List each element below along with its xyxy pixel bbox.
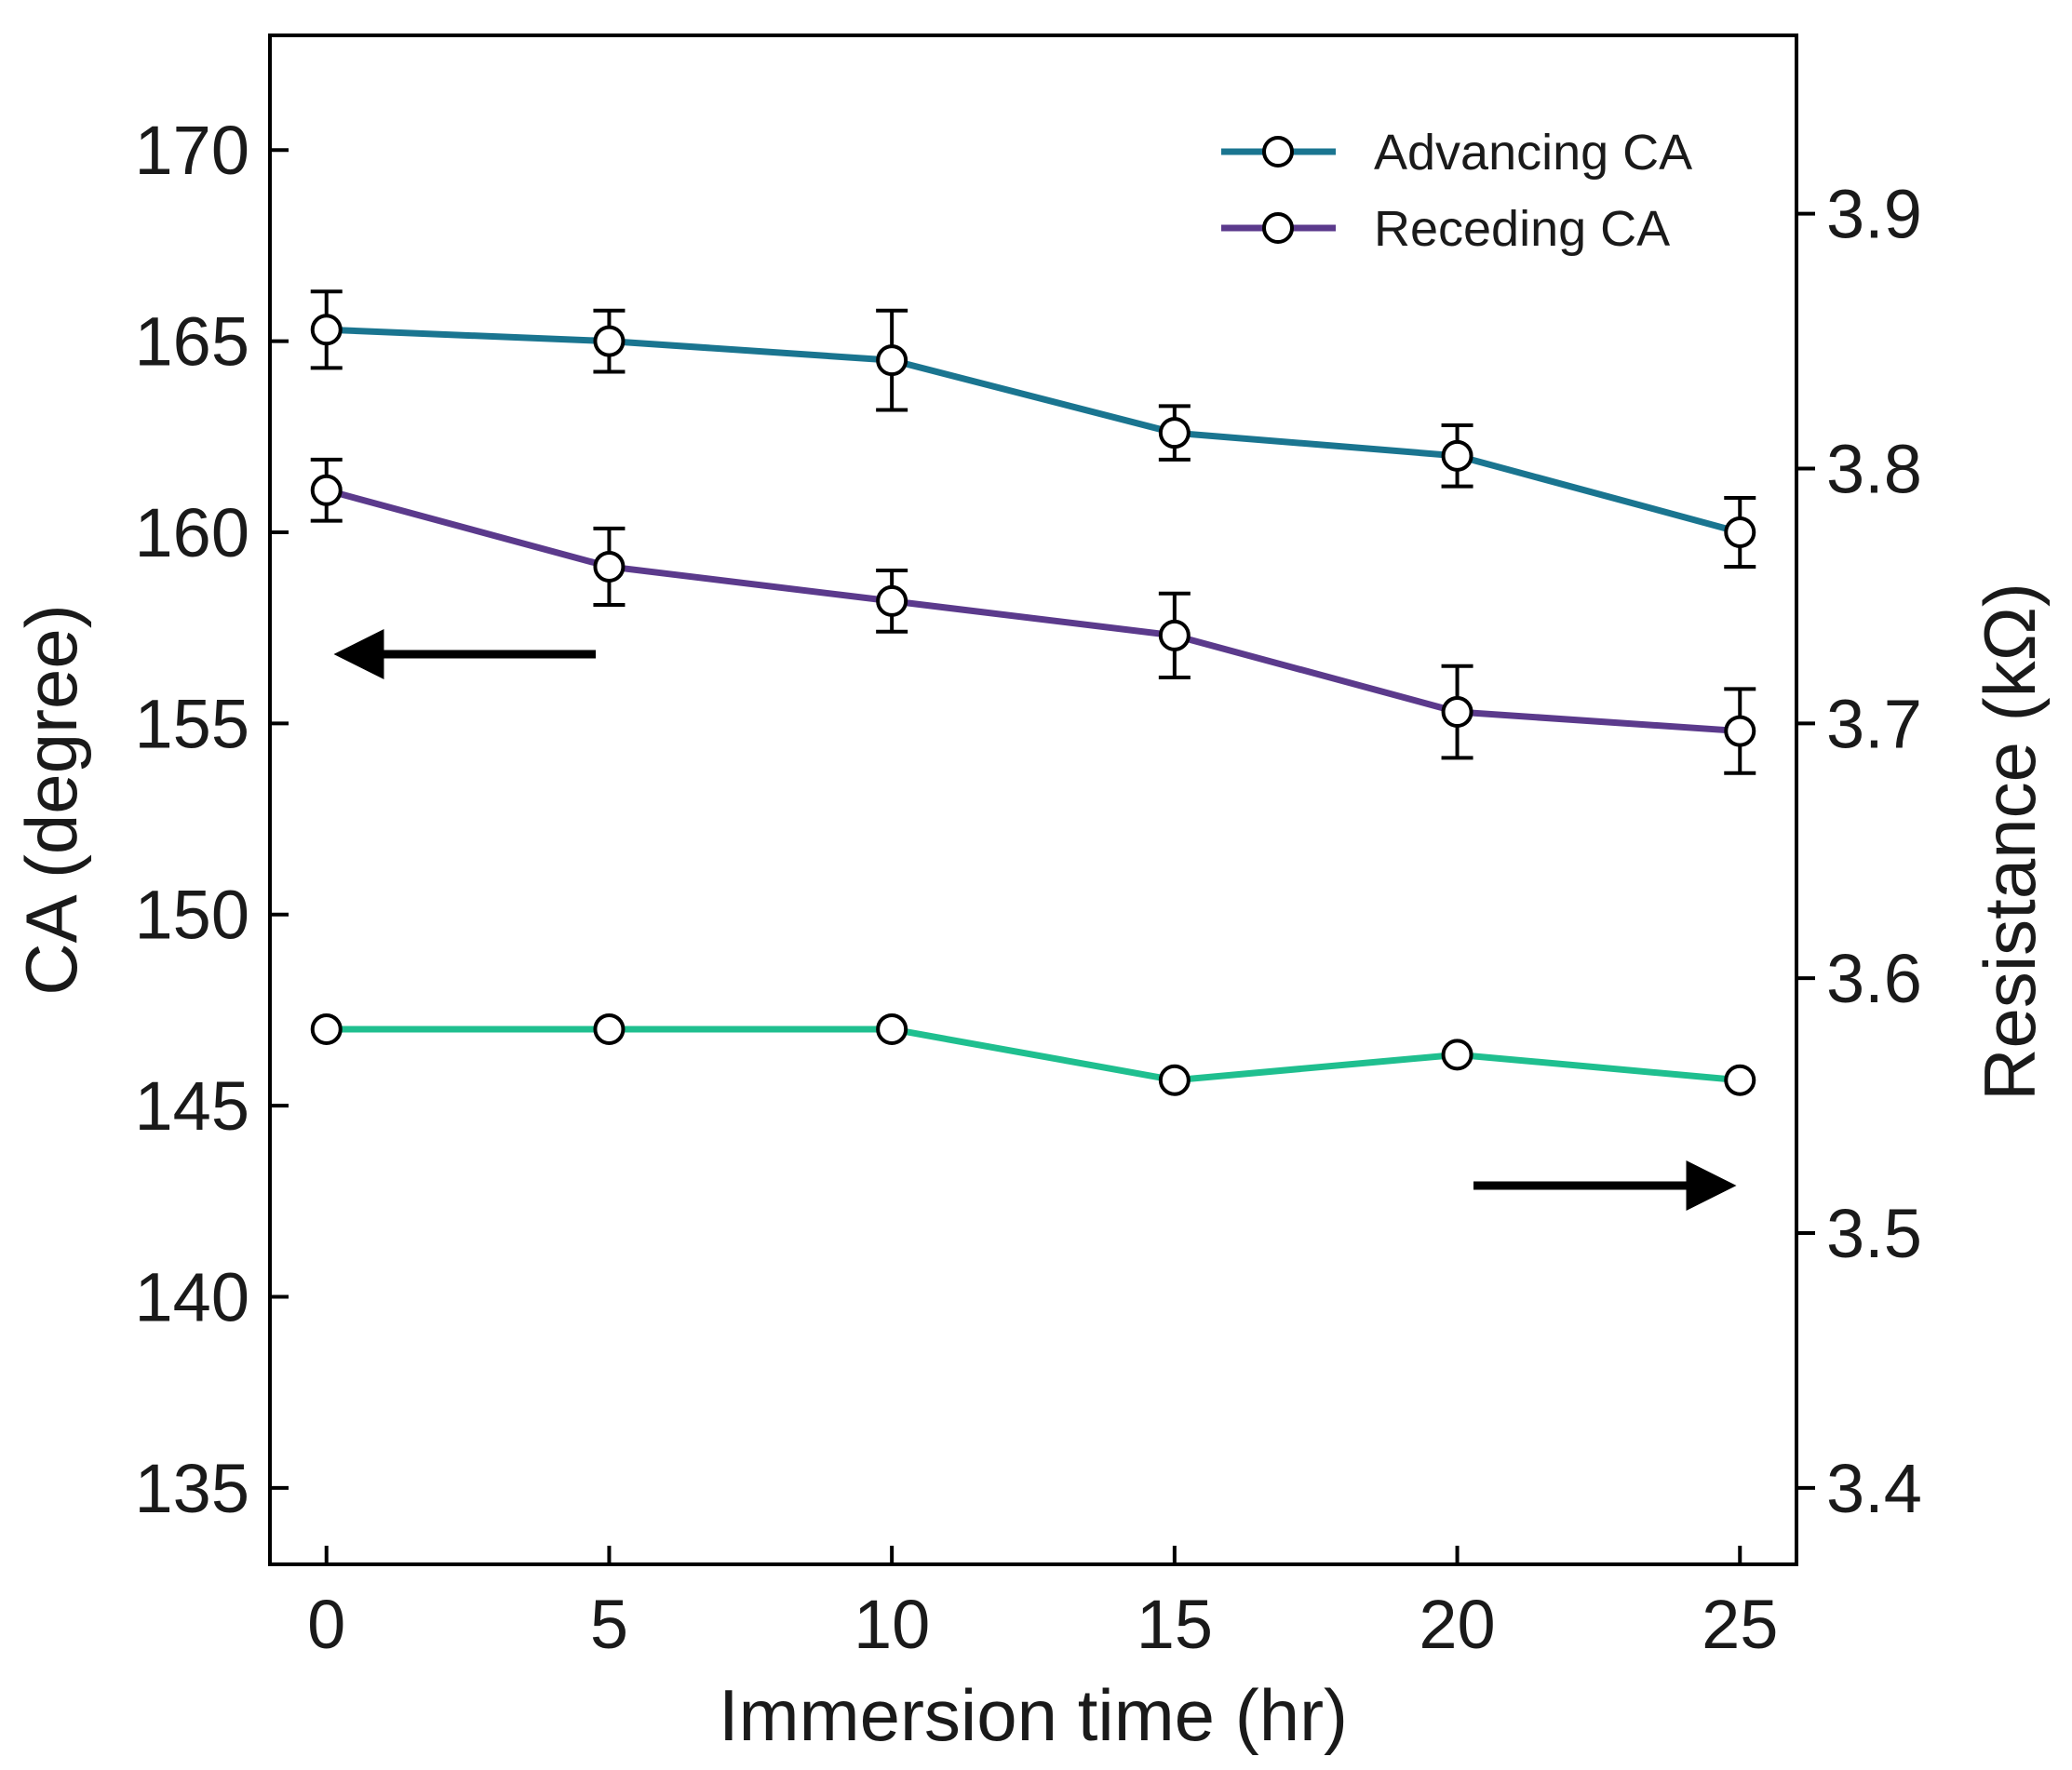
data-point bbox=[310, 1012, 343, 1045]
x-tick-label: 25 bbox=[1702, 1586, 1778, 1663]
x-tick-label: 10 bbox=[854, 1586, 930, 1663]
series-receding-ca bbox=[310, 457, 1756, 775]
x-tick-label: 15 bbox=[1137, 1586, 1213, 1663]
data-point bbox=[1158, 1064, 1191, 1096]
data-point bbox=[593, 1012, 626, 1045]
plot-area: 0 5 10 15 20 25 135 140 145 150 155 160 165 170 3.4 3.5… bbox=[135, 34, 1922, 1663]
y-axis-left-title: CA (degree) bbox=[10, 604, 92, 996]
legend-marker bbox=[1262, 136, 1294, 168]
x-tick-label: 0 bbox=[307, 1586, 345, 1663]
data-point bbox=[1441, 1039, 1473, 1071]
data-point bbox=[593, 325, 626, 357]
data-point bbox=[1441, 439, 1473, 472]
y-right-tick-label: 3.5 bbox=[1826, 1195, 1922, 1272]
y-left-tick-label: 165 bbox=[135, 303, 249, 381]
y-left-tick-label: 140 bbox=[135, 1258, 249, 1335]
data-point bbox=[310, 314, 343, 346]
series-line bbox=[326, 326, 1742, 536]
plot-frame bbox=[268, 34, 1798, 1566]
data-point bbox=[1158, 417, 1191, 449]
data-point bbox=[310, 474, 343, 506]
data-point bbox=[876, 1012, 908, 1045]
y-right-tick-label: 3.9 bbox=[1826, 176, 1922, 253]
y-left-tick-label: 170 bbox=[135, 112, 249, 189]
data-point bbox=[876, 584, 908, 617]
y-right-tick-label: 3.8 bbox=[1826, 431, 1922, 508]
legend-entry: Advancing CA bbox=[1221, 125, 1692, 181]
legend-label: Advancing CA bbox=[1374, 125, 1692, 181]
y-left-tick-label: 155 bbox=[135, 685, 249, 762]
data-point bbox=[1724, 516, 1756, 548]
x-tick-label: 5 bbox=[590, 1586, 628, 1663]
y-right-tick-label: 3.6 bbox=[1826, 940, 1922, 1017]
series-line bbox=[326, 1026, 1741, 1084]
y-axis-right-title: Resistance (kΩ) bbox=[1969, 583, 2051, 1101]
legend-entry: Receding CA bbox=[1221, 201, 1670, 257]
y-right-tick-label: 3.7 bbox=[1826, 685, 1922, 762]
series-line bbox=[325, 487, 1741, 735]
legend-marker bbox=[1262, 212, 1294, 244]
data-point bbox=[1724, 715, 1756, 747]
y-left-tick-label: 135 bbox=[135, 1450, 249, 1527]
data-point bbox=[1724, 1064, 1756, 1096]
y-right-tick-label: 3.4 bbox=[1826, 1450, 1922, 1527]
y-left-tick-label: 150 bbox=[135, 877, 249, 954]
x-tick-label: 20 bbox=[1419, 1586, 1495, 1663]
legend-label: Receding CA bbox=[1374, 201, 1670, 257]
x-axis-title: Immersion time (hr) bbox=[719, 1674, 1348, 1756]
data-point bbox=[1441, 696, 1473, 729]
data-point bbox=[1158, 619, 1191, 651]
y-left-tick-label: 160 bbox=[135, 494, 249, 571]
data-point bbox=[876, 344, 908, 377]
series-advancing-ca bbox=[310, 289, 1756, 569]
y-left-tick-label: 145 bbox=[135, 1067, 249, 1145]
series-resistance bbox=[310, 1012, 1756, 1096]
data-point bbox=[593, 550, 626, 583]
